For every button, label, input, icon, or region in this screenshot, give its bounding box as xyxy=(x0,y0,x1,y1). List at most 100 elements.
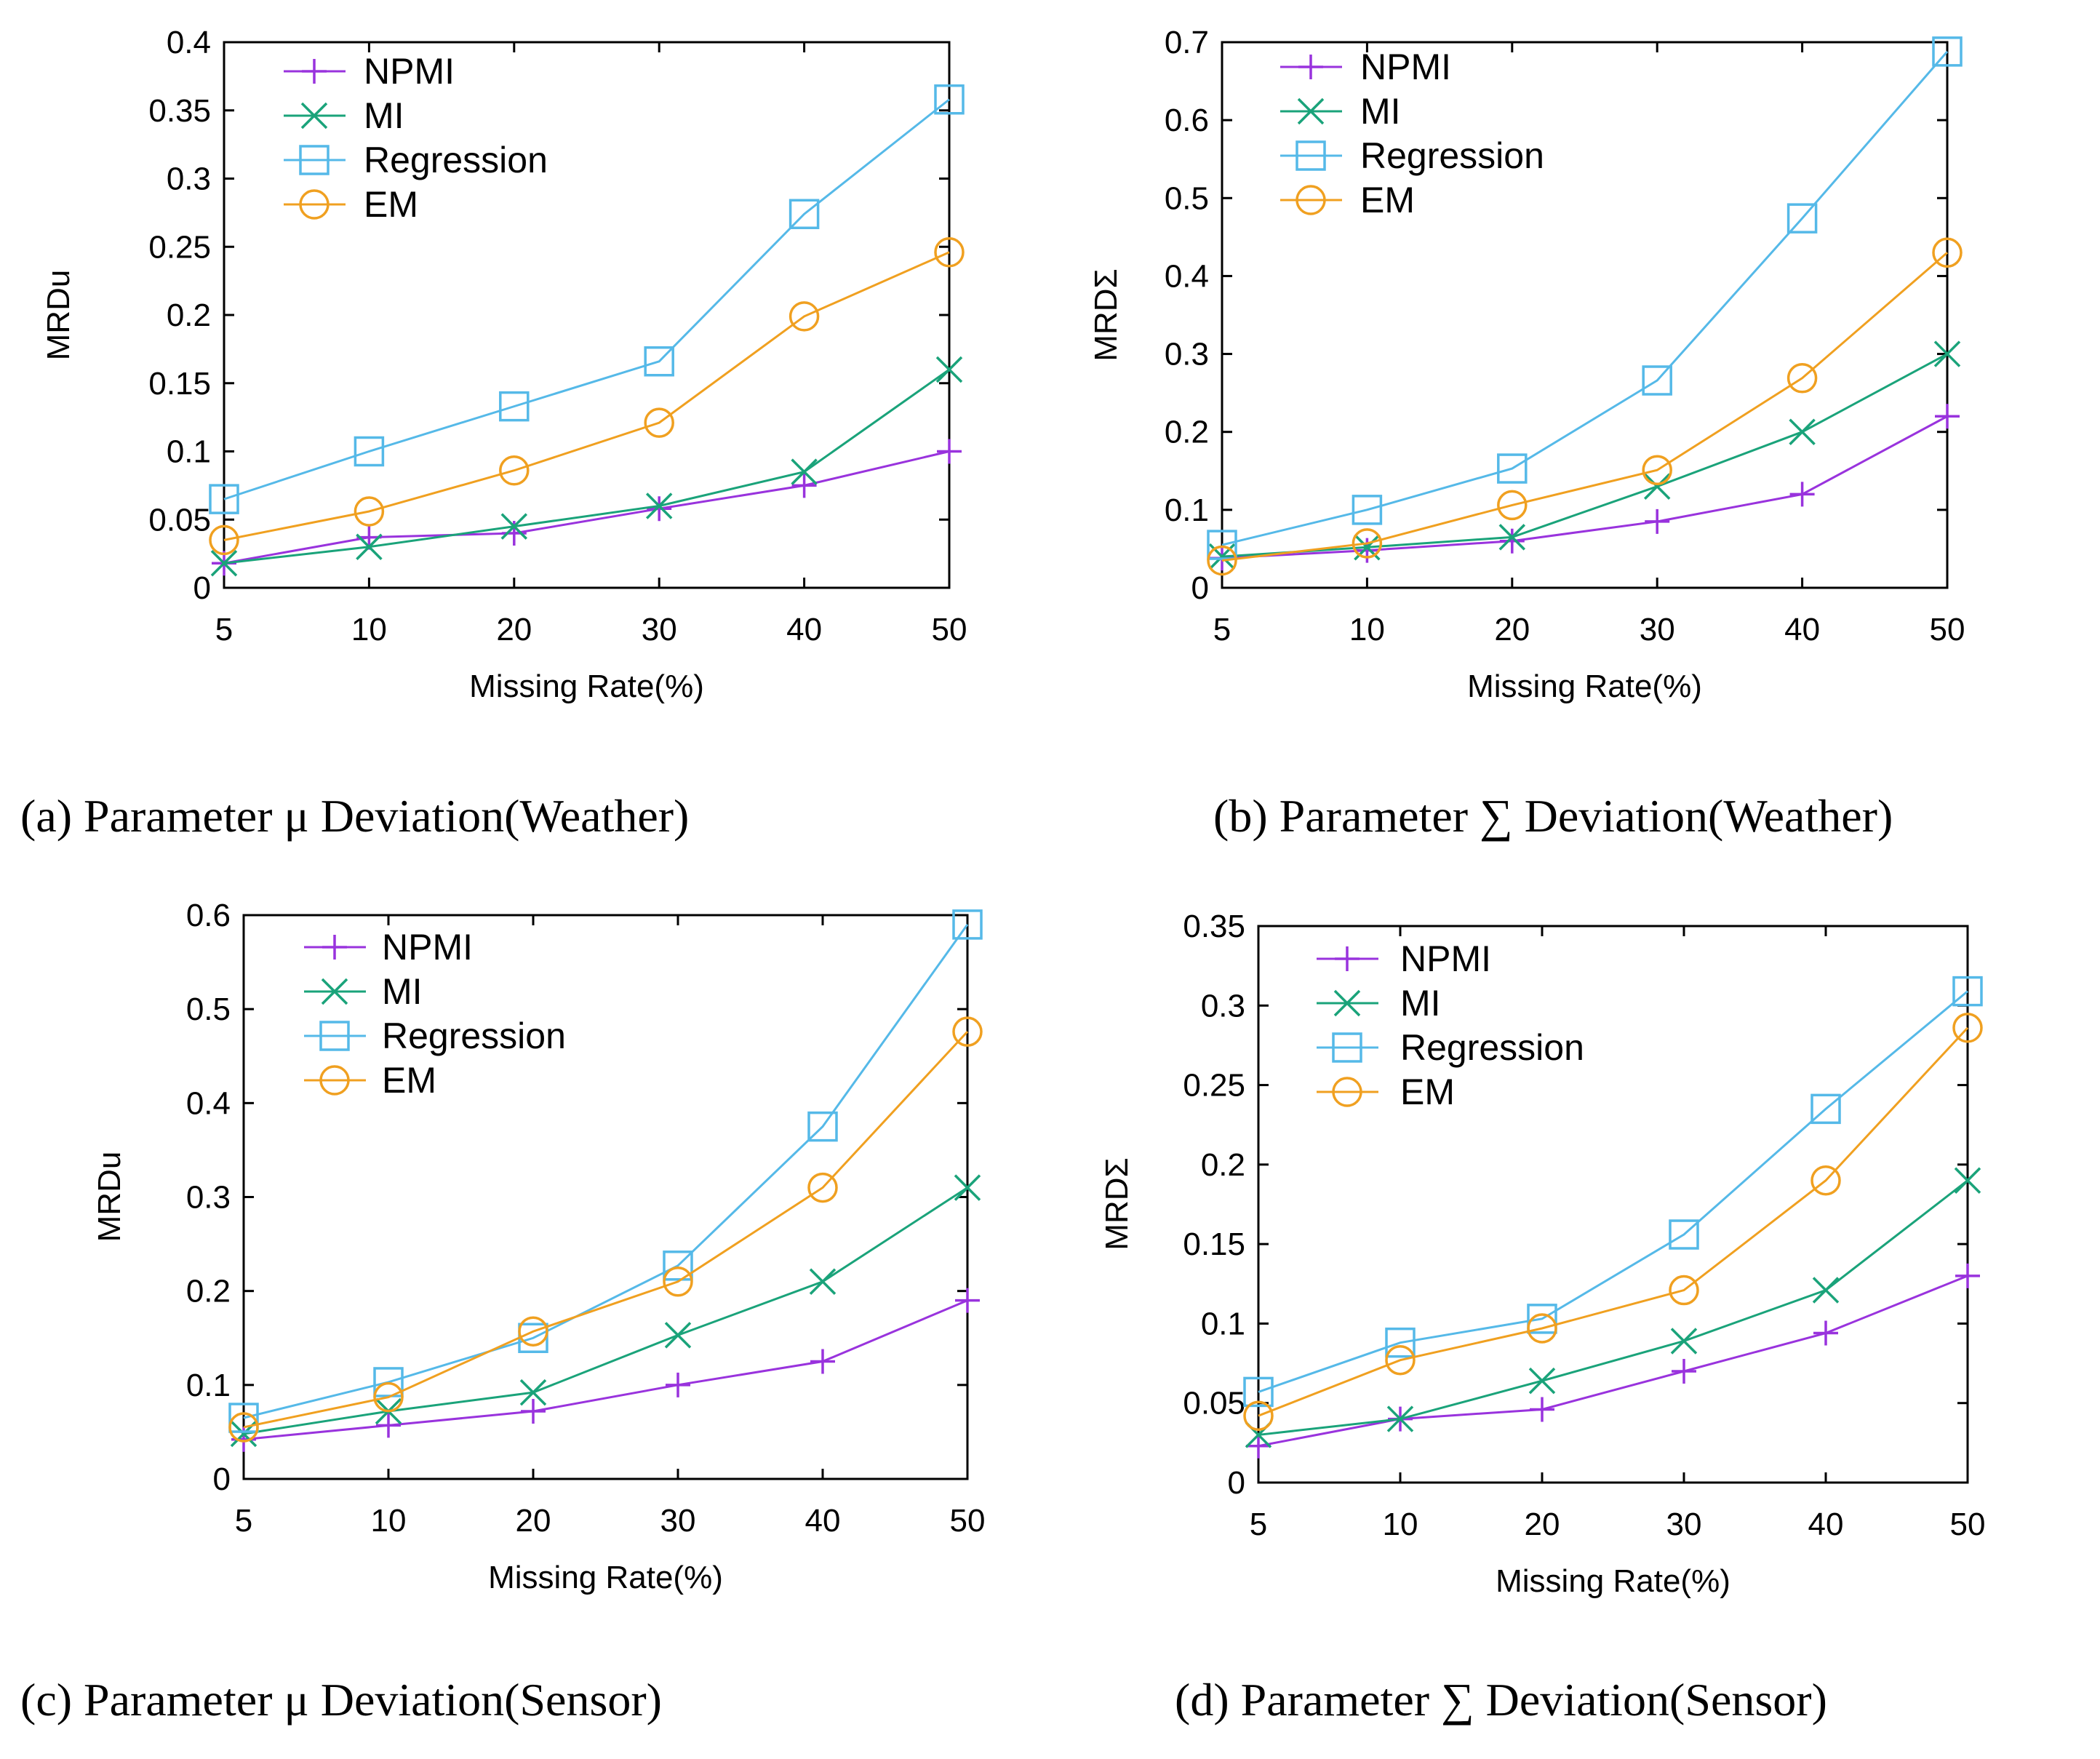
em-marker-2 xyxy=(1497,490,1528,521)
y-tick-label: 0.15 xyxy=(1183,1226,1245,1262)
npmi-marker-2 xyxy=(521,1399,546,1424)
chart-caption-d: (d) Parameter ∑ Deviation(Sensor) xyxy=(1175,1674,1827,1726)
npmi-marker-5 xyxy=(1955,1263,1980,1288)
series-mi xyxy=(230,1174,981,1448)
em-marker-4 xyxy=(789,301,820,332)
chart-d: 0 0.05 0.1 0.15 0.2 0.25 0.3 0.35 5 10 20 30 40 50 Mis… xyxy=(1099,909,1985,1599)
legend-item-regression: Regression xyxy=(284,140,548,180)
x-tick-label: 20 xyxy=(1525,1507,1560,1542)
y-tick-label: 0.2 xyxy=(1201,1147,1245,1183)
mi-marker-legend xyxy=(1333,989,1361,1017)
mi-line xyxy=(223,368,950,565)
regression-marker-5 xyxy=(1952,976,1983,1007)
em-marker-2 xyxy=(1527,1313,1557,1344)
npmi-marker-3 xyxy=(647,496,672,522)
npmi-marker-1 xyxy=(376,1413,401,1438)
y-tick-label: 0 xyxy=(193,570,211,606)
x-tick-label: 5 xyxy=(215,612,233,647)
y-tick-label: 0.35 xyxy=(148,93,211,129)
regression-marker-2 xyxy=(499,391,530,422)
series-regression xyxy=(209,84,965,514)
mi-marker-4 xyxy=(1789,418,1816,445)
x-tick-label: 5 xyxy=(235,1503,252,1539)
regression-marker-5 xyxy=(952,909,983,940)
em-line xyxy=(243,1031,969,1429)
legend-item-em: EM xyxy=(284,184,418,225)
x-tick-label: 40 xyxy=(1784,612,1820,647)
legend-item-mi: MI xyxy=(304,971,423,1012)
legend-label: MI xyxy=(1360,91,1401,132)
legend-label: EM xyxy=(1360,180,1415,220)
y-tick-label: 0 xyxy=(1191,570,1209,606)
y-tick-label: 0.4 xyxy=(186,1085,231,1121)
y-tick-label: 0.6 xyxy=(1165,103,1209,138)
plot-frame xyxy=(1221,41,1949,589)
npmi-line xyxy=(1258,1275,1968,1448)
legend-label: EM xyxy=(1400,1072,1455,1112)
regression-marker-1 xyxy=(373,1367,404,1397)
mi-marker-3 xyxy=(645,492,673,519)
mi-marker-5 xyxy=(1933,340,1961,367)
x-tick-label: 10 xyxy=(351,612,387,647)
series-em xyxy=(228,1016,983,1443)
mi-line xyxy=(1258,1179,1968,1436)
chart-panel-b: 0 0.1 0.2 0.3 0.4 0.5 0.6 0.7 5 10 20 30 40 50 Missing… xyxy=(1051,0,2099,771)
em-marker-5 xyxy=(1952,1013,1983,1043)
em-marker-5 xyxy=(1932,237,1963,268)
y-axis-label: MRDu xyxy=(92,1152,127,1243)
chart-b: 0 0.1 0.2 0.3 0.4 0.5 0.6 0.7 5 10 20 30 40 50 Missing… xyxy=(1088,25,1965,704)
mi-marker-5 xyxy=(1954,1167,1981,1194)
legend-label: NPMI xyxy=(1400,938,1491,979)
legend-label: MI xyxy=(364,95,404,136)
mi-marker-3 xyxy=(664,1322,692,1349)
em-marker-0 xyxy=(1243,1400,1274,1431)
regression-marker-0 xyxy=(228,1403,259,1433)
mi-marker-3 xyxy=(1670,1328,1698,1355)
mi-marker-2 xyxy=(519,1379,547,1406)
legend-label: NPMI xyxy=(364,51,455,92)
regression-marker-1 xyxy=(1385,1327,1416,1358)
series-regression xyxy=(1243,976,1983,1408)
mi-marker-2 xyxy=(1498,524,1526,551)
legend-item-em: EM xyxy=(1280,180,1415,220)
legend-label: Regression xyxy=(364,140,548,180)
plot-frame xyxy=(242,914,969,1480)
series-em xyxy=(209,237,965,556)
legend-label: NPMI xyxy=(1360,47,1451,87)
npmi-marker-1 xyxy=(1354,538,1380,563)
npmi-marker-2 xyxy=(1530,1397,1554,1422)
mi-marker-legend xyxy=(321,978,348,1005)
regression-marker-1 xyxy=(354,436,385,467)
plot-frame xyxy=(223,41,951,589)
npmi-marker-5 xyxy=(937,439,962,464)
npmi-marker-2 xyxy=(1499,528,1525,554)
em-marker-0 xyxy=(228,1412,259,1443)
y-tick-label: 0.2 xyxy=(167,298,211,333)
mi-marker-5 xyxy=(935,356,963,383)
series-em xyxy=(1243,1013,1983,1431)
y-tick-label: 0.1 xyxy=(1165,492,1209,528)
em-marker-1 xyxy=(354,496,385,527)
legend-item-mi: MI xyxy=(1317,983,1441,1024)
legend-label: Regression xyxy=(1400,1027,1584,1068)
legend-item-regression: Regression xyxy=(304,1016,566,1056)
y-tick-label: 0.1 xyxy=(186,1368,231,1403)
series-regression xyxy=(228,909,983,1433)
em-marker-4 xyxy=(1810,1165,1841,1196)
y-tick-label: 0 xyxy=(1228,1465,1245,1501)
series-npmi xyxy=(231,1288,980,1452)
em-marker-3 xyxy=(644,407,674,438)
em-marker-4 xyxy=(807,1172,838,1203)
em-line xyxy=(1221,252,1948,562)
y-tick-label: 0.3 xyxy=(186,1180,231,1216)
em-marker-5 xyxy=(934,237,965,268)
y-tick-label: 0.3 xyxy=(1201,988,1245,1024)
npmi-line xyxy=(1221,415,1948,559)
series-npmi xyxy=(1210,404,1960,571)
em-marker-3 xyxy=(663,1267,693,1297)
chart-a: 0 0.05 0.1 0.15 0.2 0.25 0.3 0.35 0.4 5 10 20 30 40 50… xyxy=(41,25,967,704)
em-line xyxy=(223,251,950,541)
regression-marker-4 xyxy=(807,1111,838,1142)
series-mi xyxy=(210,356,963,577)
